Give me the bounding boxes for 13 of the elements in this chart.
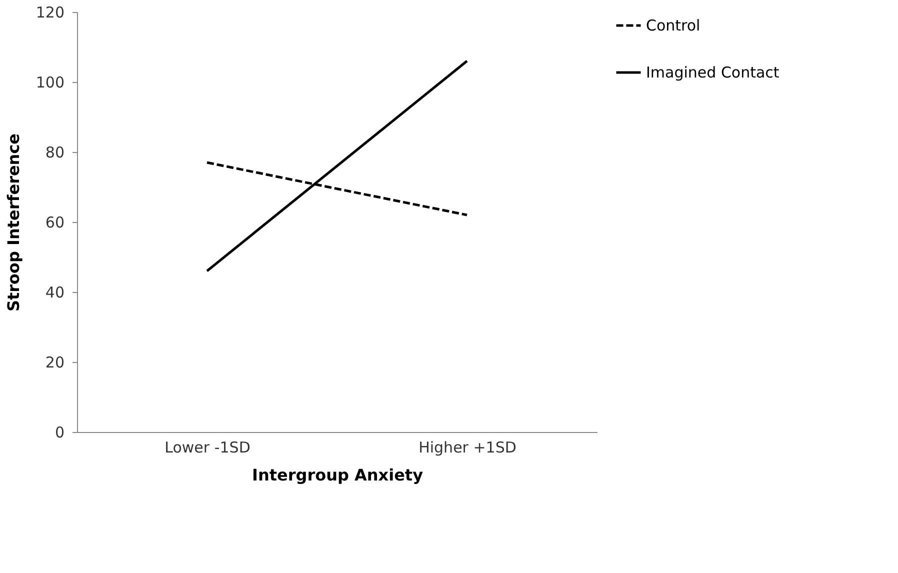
y-tick-label: 0 <box>54 424 64 442</box>
y-tick-label: 60 <box>45 214 64 232</box>
y-tick-label: 80 <box>45 144 64 162</box>
x-tick-label: Lower -1SD <box>164 438 250 456</box>
y-tick-label: 20 <box>45 354 64 372</box>
y-tick-label: 120 <box>36 4 64 22</box>
y-tick-label: 100 <box>36 74 64 92</box>
y-axis-title: Stroop Interference <box>4 133 23 312</box>
x-axis-title: Intergroup Anxiety <box>252 466 424 484</box>
legend-label: Imagined Contact <box>646 64 780 82</box>
x-tick-label: Higher +1SD <box>418 438 516 456</box>
legend-label: Control <box>646 16 700 34</box>
y-tick-label: 40 <box>45 284 64 302</box>
